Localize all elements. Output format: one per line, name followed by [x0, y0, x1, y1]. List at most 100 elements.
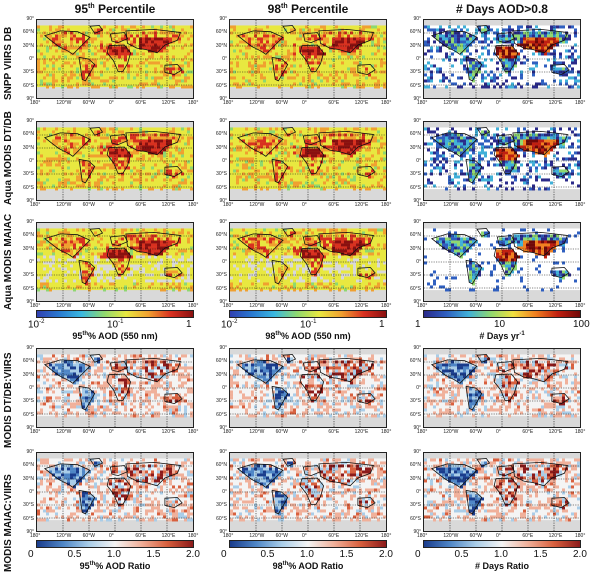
lat-tick-label: 60°S: [216, 515, 227, 522]
map-svg: [424, 349, 580, 427]
lon-tick-label: 180°: [575, 429, 586, 435]
lon-tick-label: 60°E: [135, 303, 147, 309]
lat-tick-label: 60°S: [23, 515, 34, 522]
lat-tick-label: 30°N: [215, 144, 227, 151]
row-label-modis-dtdb: Aqua MODIS DT/DB: [3, 111, 14, 205]
lat-tick-label: 90°: [413, 449, 421, 455]
lon-tick-label: 180°: [188, 100, 199, 106]
lat-tick-label: 60°S: [23, 285, 34, 292]
lat-tick-label: 60°S: [216, 184, 227, 191]
lon-tick-label: 180°: [30, 533, 41, 539]
lon-tick-label: 120°W: [249, 429, 265, 435]
lon-tick-label: 60°E: [522, 429, 534, 435]
lon-tick-label: 180°: [381, 202, 392, 208]
lon-tick-label: 60°E: [135, 100, 147, 106]
lat-tick-label: 0°: [222, 489, 227, 495]
lat-tick-label: 30°S: [23, 69, 34, 76]
lon-tick-label: 60°E: [135, 429, 147, 435]
aod-colorbar-1-tick: 1: [379, 319, 385, 330]
lon-tick-label: 120°E: [161, 100, 176, 106]
lon-tick-label: 120°E: [161, 533, 176, 539]
lat-tick-label: 60°S: [410, 411, 421, 418]
lat-tick-label: 30°N: [215, 371, 227, 378]
map-panel-r4-c1: [229, 452, 387, 532]
lat-tick-label: 30°S: [23, 171, 34, 178]
lat-tick-label: 90°: [219, 16, 227, 22]
lon-tick-label: 0°: [109, 429, 114, 435]
lon-tick-label: 180°: [417, 303, 428, 309]
aod-colorbar-1-label: 98th% AOD (550 nm): [265, 331, 351, 341]
lat-tick-label: 90°: [219, 96, 227, 102]
aod-colorbar-1-tick: 10-1: [300, 319, 317, 331]
lat-tick-label: 90°: [413, 425, 421, 431]
lon-tick-label: 180°: [381, 303, 392, 309]
lat-tick-label: 30°S: [23, 398, 34, 405]
column-title-98: 98th Percentile: [267, 2, 349, 16]
lat-tick-label: 60°N: [409, 131, 421, 138]
lat-tick-label: 60°S: [216, 285, 227, 292]
lon-tick-label: 60°W: [469, 202, 482, 208]
lon-tick-label: 180°: [381, 100, 392, 106]
lat-tick-label: 30°N: [22, 245, 34, 252]
lon-tick-label: 180°: [30, 100, 41, 106]
lon-tick-label: 60°E: [328, 429, 340, 435]
aod-colorbar-2-label: # Days yr-1: [479, 331, 525, 341]
lon-tick-label: 120°W: [249, 202, 265, 208]
lat-tick-label: 60°S: [216, 82, 227, 89]
lat-tick-label: 0°: [29, 56, 34, 62]
lat-tick-label: 30°S: [410, 69, 421, 76]
lat-tick-label: 90°: [26, 219, 34, 225]
lon-tick-label: 0°: [109, 303, 114, 309]
ratio-colorbar-0-tick: 0: [28, 549, 34, 560]
lon-tick-label: 60°E: [328, 100, 340, 106]
aod-colorbar-0-tick: 10-2: [28, 319, 45, 331]
lon-tick-label: 60°E: [522, 303, 534, 309]
lat-tick-label: 0°: [29, 489, 34, 495]
lat-tick-label: 60°N: [22, 462, 34, 469]
map-panel-r0-c2: [423, 19, 581, 99]
lon-tick-label: 180°: [417, 429, 428, 435]
lat-tick-label: 60°N: [22, 131, 34, 138]
lat-tick-label: 30°S: [410, 272, 421, 279]
map-svg: [230, 20, 386, 98]
lon-tick-label: 60°E: [328, 533, 340, 539]
lat-tick-label: 0°: [416, 259, 421, 265]
lat-tick-label: 90°: [26, 529, 34, 535]
lat-tick-label: 30°N: [409, 475, 421, 482]
ratio-colorbar-1-tick: 1.5: [339, 549, 354, 560]
lon-tick-label: 180°: [30, 202, 41, 208]
lat-tick-label: 30°S: [23, 272, 34, 279]
map-svg: [424, 20, 580, 98]
lat-tick-label: 60°N: [215, 358, 227, 365]
lon-tick-label: 120°W: [249, 303, 265, 309]
map-panel-r1-c0: [36, 121, 194, 201]
map-panel-r0-c0: [36, 19, 194, 99]
lat-tick-label: 30°S: [410, 171, 421, 178]
lat-tick-label: 90°: [413, 16, 421, 22]
map-panel-r3-c0: [36, 348, 194, 428]
lat-tick-label: 60°N: [22, 232, 34, 239]
map-svg: [230, 122, 386, 200]
lon-tick-label: 180°: [575, 100, 586, 106]
lon-tick-label: 120°E: [548, 100, 563, 106]
lat-tick-label: 90°: [413, 529, 421, 535]
lon-tick-label: 180°: [223, 429, 234, 435]
map-svg: [424, 122, 580, 200]
lon-tick-label: 60°W: [275, 202, 288, 208]
lat-tick-label: 30°S: [23, 502, 34, 509]
lon-tick-label: 120°E: [354, 429, 369, 435]
lat-tick-label: 90°: [413, 118, 421, 124]
lon-tick-label: 60°W: [82, 303, 95, 309]
lon-tick-label: 0°: [109, 100, 114, 106]
lat-tick-label: 0°: [416, 56, 421, 62]
lon-tick-label: 120°E: [548, 429, 563, 435]
map-panel-r3-c2: [423, 348, 581, 428]
lon-tick-label: 180°: [417, 100, 428, 106]
aod-colorbar-2-tick: 10: [494, 319, 506, 330]
lon-tick-label: 180°: [188, 202, 199, 208]
lon-tick-label: 0°: [496, 533, 501, 539]
lat-tick-label: 0°: [29, 259, 34, 265]
lon-tick-label: 60°W: [275, 533, 288, 539]
lat-tick-label: 90°: [219, 198, 227, 204]
lat-tick-label: 60°S: [410, 184, 421, 191]
